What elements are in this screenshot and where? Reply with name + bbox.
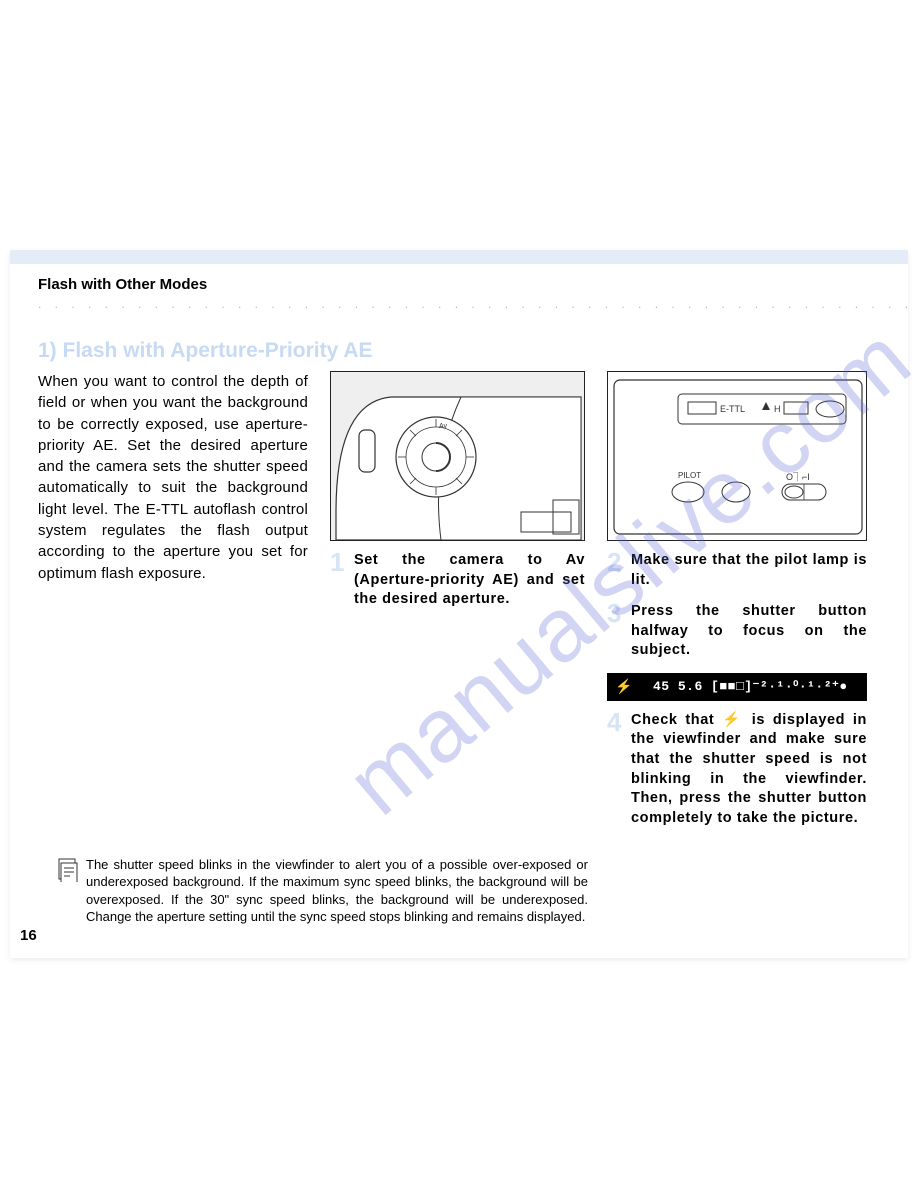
step-2: 2 Make sure that the pilot lamp is lit. [607,551,867,590]
step-1: 1 Set the camera to Av (Aperture-priorit… [330,551,585,610]
column-right: E-TTL H PILOT O⏋⌐I 2 [607,371,867,840]
step-4: 4 Check that ⚡ is displayed in the viewf… [607,711,867,828]
step4-b: is displayed in the viewfinder and make … [631,712,867,826]
step-number: 4 [607,709,625,828]
step-number: 3 [607,600,625,661]
flash-bolt-inline-icon: ⚡ [722,712,744,728]
viewfinder-text: 45 5.6 [■■□]⁻²·¹·⁰·¹·²⁺● [653,679,848,694]
step-text: Check that ⚡ is displayed in the viewfin… [631,711,867,828]
step-number: 1 [330,549,348,610]
page-number: 16 [20,927,37,944]
ettl-label: E-TTL [720,404,745,414]
viewfinder-readout: ⚡ 45 5.6 [■■□]⁻²·¹·⁰·¹·²⁺● [607,673,867,701]
step-text: Set the camera to Av (Aperture-priority … [354,551,585,610]
note-text: The shutter speed blinks in the viewfind… [86,856,588,926]
step-number: 2 [607,549,625,590]
h-label: H [774,404,781,414]
column-middle: Av 1 Set the camera to Av (Aperture-prio… [330,371,585,840]
step-text: Make sure that the pilot lamp is lit. [631,551,867,590]
note-block: The shutter speed blinks in the viewfind… [58,856,588,926]
step-text: Press the shutter button halfway to focu… [631,602,867,661]
camera-top-illustration: Av [330,371,585,541]
dot-row: . . . . . . . . . . . . . . . . . . . . … [10,297,908,311]
section-title: Flash with Other Modes [10,264,908,297]
subheading: 1) Flash with Aperture-Priority AE [10,311,908,371]
manual-page: Flash with Other Modes . . . . . . . . .… [10,250,908,958]
svg-text:Av: Av [439,423,448,430]
step-3: 3 Press the shutter button halfway to fo… [607,602,867,661]
step4-a: Check that [631,712,722,728]
intro-text: When you want to control the depth of fi… [38,371,308,840]
header-band [10,250,908,264]
note-icon [58,858,78,926]
flash-bolt-icon: ⚡ [615,678,633,695]
flash-back-illustration: E-TTL H PILOT O⏋⌐I [607,371,867,541]
content-columns: When you want to control the depth of fi… [10,371,908,840]
pilot-label: PILOT [678,471,701,480]
svg-text:O⏋⌐I: O⏋⌐I [786,471,810,482]
